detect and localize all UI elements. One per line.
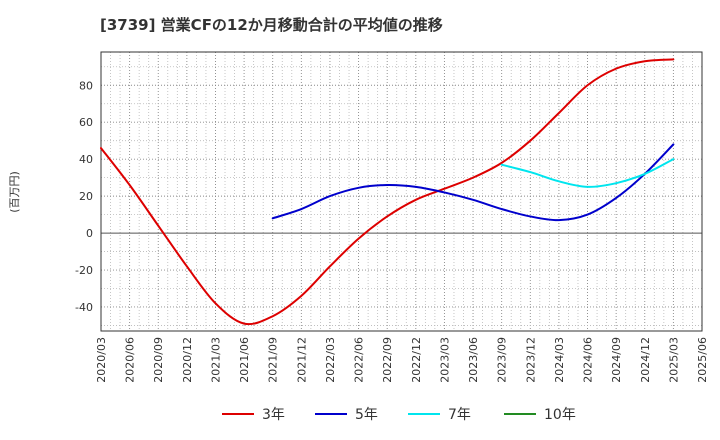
y-tick-label: -40 [75, 301, 93, 314]
x-tick-label: 2023/06 [467, 337, 480, 383]
y-tick-label: -20 [75, 264, 93, 277]
x-tick-label: 2020/03 [95, 337, 108, 383]
x-tick-label: 2023/03 [438, 337, 451, 383]
series-line-1 [271, 143, 675, 222]
x-tick-label: 2023/12 [524, 337, 537, 383]
x-tick-label: 2021/12 [295, 337, 308, 383]
x-tick-label: 2022/06 [353, 337, 366, 383]
y-tick-label: 40 [79, 153, 93, 166]
y-tick-label: 80 [79, 79, 93, 92]
chart-title: [3739] 営業CFの12か月移動合計の平均値の推移 [100, 16, 443, 34]
x-tick-label: 2020/06 [124, 337, 137, 383]
x-tick-label: 2020/12 [181, 337, 194, 383]
plot-area [101, 52, 702, 331]
series-line-0 [100, 58, 675, 326]
legend-label-3: 10年 [544, 407, 576, 423]
y-tick-label: 20 [79, 190, 93, 203]
x-tick-label: 2024/12 [639, 337, 652, 383]
plot-frame [100, 51, 703, 332]
x-tick-label: 2023/09 [496, 337, 509, 383]
series-line-2 [500, 158, 675, 188]
x-tick-label: 2021/06 [238, 337, 251, 383]
x-tick-label: 2022/09 [381, 337, 394, 383]
x-tick-label: 2024/03 [553, 337, 566, 383]
x-tick-label: 2020/09 [152, 337, 165, 383]
x-tick-label: 2022/03 [324, 337, 337, 383]
x-tick-label: 2024/06 [582, 337, 595, 383]
x-tick-label: 2024/09 [610, 337, 623, 383]
x-tick-label: 2025/06 [696, 337, 709, 383]
legend-label-2: 7年 [448, 407, 471, 423]
legend-label-0: 3年 [262, 407, 285, 423]
x-tick-label: 2025/03 [667, 337, 680, 383]
y-tick-label: 60 [79, 116, 93, 129]
y-tick-label: 0 [86, 227, 93, 240]
legend-label-1: 5年 [355, 407, 378, 423]
x-tick-label: 2021/03 [209, 337, 222, 383]
x-tick-label: 2021/09 [267, 337, 280, 383]
x-tick-label: 2022/12 [410, 337, 423, 383]
y-axis-label: (百万円) [8, 171, 21, 213]
